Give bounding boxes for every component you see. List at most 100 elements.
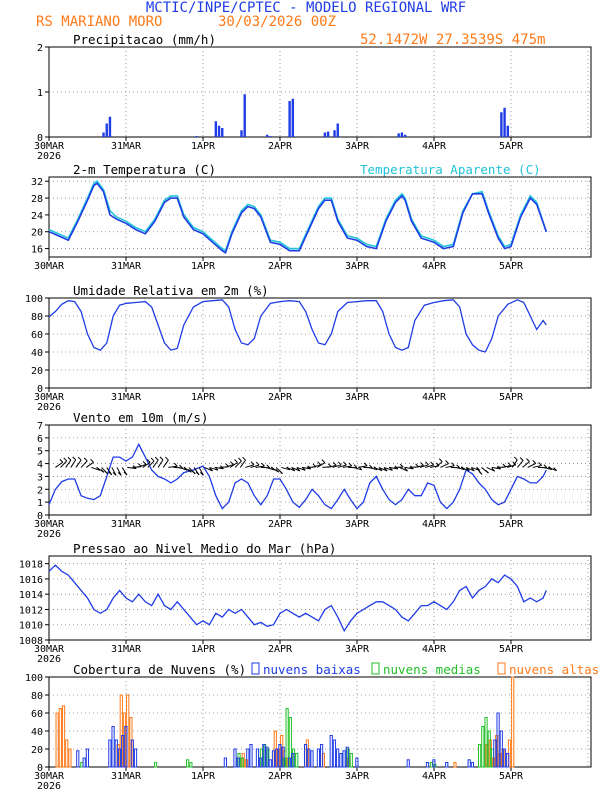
wind-barb-flag xyxy=(438,458,443,463)
cloud-bar xyxy=(55,712,59,768)
cloud-bar xyxy=(406,759,410,768)
cloud-bar xyxy=(499,730,503,768)
cloud-bar xyxy=(336,748,340,768)
wind-barb-flag xyxy=(369,464,373,469)
wind-barb-flag xyxy=(59,458,64,463)
mslp-series-line xyxy=(48,564,547,633)
wind-barb-flag xyxy=(296,467,301,472)
mslp-ytick-label: 1018 xyxy=(19,560,43,571)
wind-barb xyxy=(373,466,383,472)
cloud-bar xyxy=(506,753,510,768)
mslp-ytick-label: 1008 xyxy=(19,636,43,647)
wind-barb-flag xyxy=(90,458,94,463)
wind-barb-flag xyxy=(363,462,368,467)
temp-ytick-label: 24 xyxy=(31,211,43,222)
wind-barb-flag xyxy=(250,461,255,466)
wind-barb xyxy=(75,459,82,468)
wind-barb-flag xyxy=(337,461,342,466)
cloud-bar xyxy=(355,757,359,768)
cloud-bar xyxy=(349,753,353,768)
wind-barb-flag xyxy=(538,462,542,466)
cloud-bar xyxy=(342,750,346,768)
precip-year-label: 2026 xyxy=(37,151,61,162)
mslp-xtick-label: 2APR xyxy=(268,644,293,655)
rh-ytick-label: 80 xyxy=(31,312,43,323)
mslp-year-label: 2026 xyxy=(37,654,61,665)
precip-bar xyxy=(291,98,295,137)
wind-barb-flag xyxy=(519,457,524,461)
wind-barb xyxy=(465,466,475,472)
wind-barb xyxy=(281,466,291,471)
wind-barb-flag xyxy=(195,471,200,476)
cloud-bar xyxy=(275,748,279,768)
wind-ytick-label: 2 xyxy=(37,485,43,496)
rh-xtick-label: 3APR xyxy=(345,392,370,403)
clouds-xtick-label: 30MAR xyxy=(34,771,65,782)
cloud-bar xyxy=(445,762,449,768)
cloud-legend-label: nuvens medias xyxy=(383,662,481,677)
precip-xtick-label: 2APR xyxy=(268,141,293,152)
header-title: MCTIC/INPE/CPTEC - MODELO REGIONAL WRF xyxy=(146,0,466,16)
precip-bar xyxy=(102,132,105,137)
wind-barb-flag xyxy=(179,464,183,469)
cloud-bar xyxy=(249,744,253,768)
precip-ytick-label: 0 xyxy=(37,133,43,144)
cloud-bar xyxy=(117,748,122,768)
precip-bar xyxy=(195,136,198,137)
precip-bar xyxy=(500,112,503,137)
wind-barb xyxy=(414,464,424,468)
wind-barb xyxy=(296,466,306,471)
cloud-bar xyxy=(429,762,434,768)
wind-barb xyxy=(168,465,178,468)
precip-bar xyxy=(403,134,407,137)
wind-barb-flag xyxy=(188,468,192,473)
cloud-bar xyxy=(68,748,72,768)
cloud-legend-swatch xyxy=(371,662,380,675)
cloud-bar xyxy=(108,739,112,768)
wind-barb-flag xyxy=(513,456,518,461)
wind-barb-flag xyxy=(165,456,169,461)
clouds-ytick-label: 20 xyxy=(31,745,43,756)
cloud-legend-label: nuvens altas xyxy=(509,662,599,677)
clouds-xtick-label: 1APR xyxy=(191,771,216,782)
rh-xtick-label: 31MAR xyxy=(111,392,142,403)
wind-xtick-label: 31MAR xyxy=(111,519,142,530)
wind-barb-flag xyxy=(63,457,68,462)
clouds-xtick-label: 4APR xyxy=(422,771,447,782)
wind-barb-flag xyxy=(159,456,164,461)
wind-barb xyxy=(358,465,368,468)
wind-barb xyxy=(301,466,311,470)
wind-barb-flag xyxy=(420,462,424,466)
cloud-bar xyxy=(82,757,86,768)
wind-ytick-label: 7 xyxy=(37,421,43,432)
precip-xtick-label: 1APR xyxy=(191,141,216,152)
rh-ytick-label: 20 xyxy=(31,366,43,377)
precip-bar xyxy=(288,101,291,137)
clouds-ytick-label: 100 xyxy=(25,673,43,684)
wind-barb-flag xyxy=(112,472,117,476)
rh-xtick-label: 1APR xyxy=(191,392,216,403)
wind-barb-flag xyxy=(229,461,234,465)
temp-xtick-label: 4APR xyxy=(422,261,447,272)
temp-xtick-label: 2APR xyxy=(268,261,293,272)
wind-barb xyxy=(255,465,265,468)
mslp-xtick-label: 4APR xyxy=(422,644,447,655)
wind-barb-flag xyxy=(348,462,353,467)
cloud-bar xyxy=(121,735,125,768)
cloud-bar xyxy=(496,712,500,768)
precip-bar xyxy=(243,94,246,137)
header-run: 30/03/2026 00Z xyxy=(218,14,336,30)
wind-barb-flag xyxy=(321,459,326,464)
wind-barb-flag xyxy=(234,459,238,463)
wind-barb-flag xyxy=(279,470,283,475)
cloud-bar xyxy=(130,739,134,768)
cloud-bar xyxy=(114,739,118,768)
precip-title: Precipitacao (mm/h) xyxy=(73,32,216,47)
wind-barb xyxy=(127,466,137,470)
cloud-bar xyxy=(240,757,244,768)
wind-barb xyxy=(434,461,443,468)
temp-ytick-label: 16 xyxy=(31,245,43,256)
wind-barb xyxy=(430,465,440,468)
wind-barb xyxy=(501,465,511,468)
precip-bar xyxy=(336,123,339,137)
